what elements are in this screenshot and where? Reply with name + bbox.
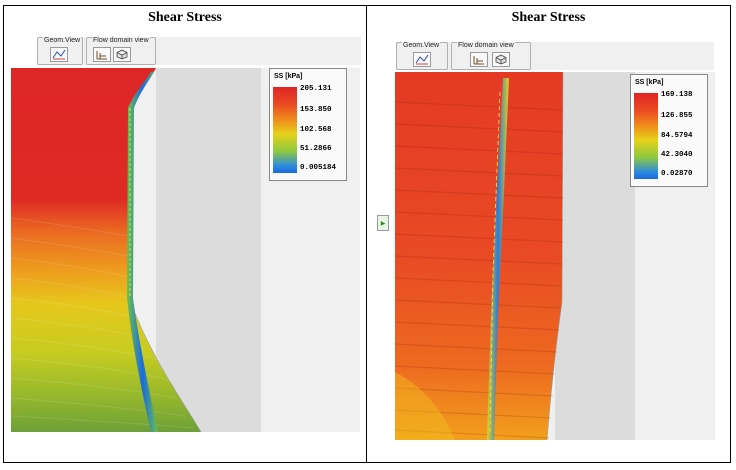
- geom-view-button[interactable]: [50, 47, 68, 62]
- legend-tick: 0.02870: [661, 170, 693, 178]
- grid-icon: [96, 50, 107, 59]
- geom-view-button[interactable]: [413, 52, 431, 67]
- flow-domain-grid-button[interactable]: [93, 47, 111, 62]
- geom-view-label: Geom.View: [402, 42, 441, 49]
- flow-domain-label: Flow domain view: [457, 42, 515, 49]
- legend-tick: 42.3040: [661, 151, 693, 159]
- flow-view-left[interactable]: SS [kPa] 205.131 153.850 102.568 51.2866…: [11, 68, 360, 432]
- legend-tick: 84.5794: [661, 132, 693, 140]
- legend-colorbar-right: [634, 93, 658, 179]
- legend-title-left: SS [kPa]: [274, 73, 303, 80]
- color-legend-left: SS [kPa] 205.131 153.850 102.568 51.2866…: [269, 68, 347, 181]
- flow-domain-cube-button[interactable]: [113, 47, 131, 62]
- flow-domain-group: Flow domain view: [86, 37, 156, 65]
- geometry-icon: [52, 49, 66, 60]
- geom-view-group: Geom.View: [37, 37, 83, 65]
- flow-domain-grid-button[interactable]: [470, 52, 488, 67]
- figure-frame: [3, 5, 731, 463]
- legend-tick: 51.2866: [300, 145, 332, 153]
- panel-title-right: Shear Stress: [511, 10, 586, 25]
- geometry-icon: [415, 54, 429, 65]
- flow-domain-label: Flow domain view: [92, 37, 150, 44]
- shear-stress-plot-left: [11, 68, 360, 432]
- color-legend-right: SS [kPa] 169.138 126.855 84.5794 42.3040…: [630, 74, 708, 187]
- geom-view-label: Geom.View: [43, 37, 82, 44]
- flow-domain-group: Flow domain view: [451, 42, 531, 70]
- legend-tick: 126.855: [661, 112, 693, 120]
- legend-title-right: SS [kPa]: [635, 79, 664, 86]
- flow-domain-cube-button[interactable]: [492, 52, 510, 67]
- side-panel-toggle-icon[interactable]: ▶: [377, 215, 389, 231]
- toolbar-right: Geom.View Flow domain view: [396, 42, 714, 70]
- flow-view-right[interactable]: SS [kPa] 169.138 126.855 84.5794 42.3040…: [395, 72, 715, 440]
- legend-tick: 0.005184: [300, 164, 337, 172]
- legend-tick: 102.568: [300, 126, 332, 134]
- cube-icon: [495, 54, 507, 65]
- legend-tick: 169.138: [661, 91, 693, 99]
- cube-icon: [116, 49, 128, 60]
- panel-title-left: Shear Stress: [148, 10, 222, 25]
- legend-tick: 205.131: [300, 85, 332, 93]
- shear-stress-plot-right: [395, 72, 715, 440]
- toolbar-left: Geom.View Flow domain view: [37, 37, 361, 65]
- grid-icon: [473, 55, 484, 64]
- legend-colorbar-left: [273, 87, 297, 173]
- geom-view-group: Geom.View: [396, 42, 448, 70]
- panel-divider: [366, 5, 367, 463]
- legend-tick: 153.850: [300, 106, 332, 114]
